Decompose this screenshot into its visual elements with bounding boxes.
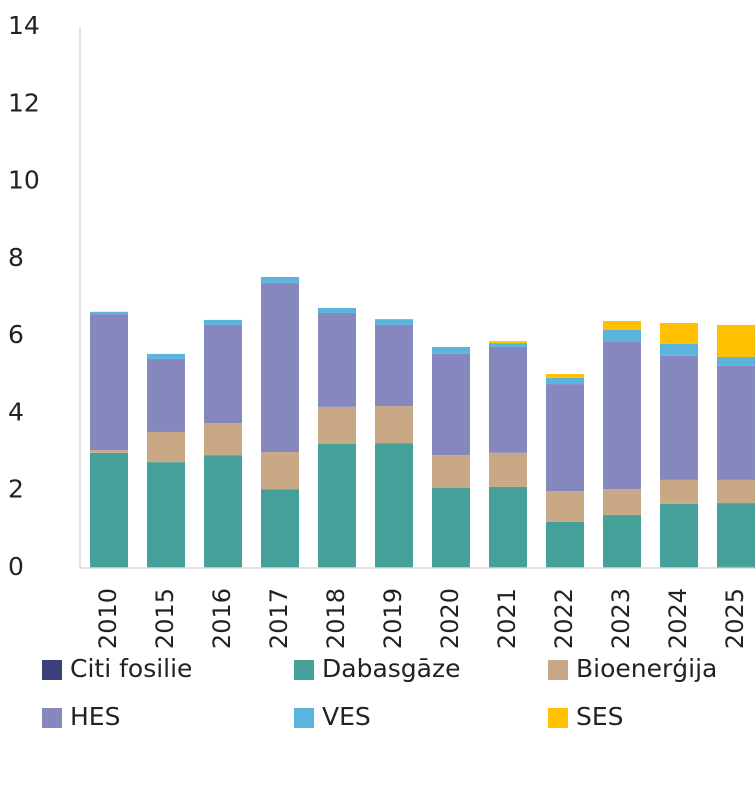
bar-segment bbox=[603, 329, 641, 342]
bar-segment bbox=[318, 406, 356, 444]
legend-swatch bbox=[548, 708, 568, 728]
bar-segment bbox=[603, 515, 641, 568]
bar-segment bbox=[432, 488, 470, 568]
bar-segment bbox=[489, 452, 527, 487]
bar-segment bbox=[717, 503, 755, 567]
y-tick-label: 6 bbox=[8, 320, 24, 349]
legend-label: Dabasgāze bbox=[322, 654, 460, 683]
bar-segment bbox=[717, 324, 755, 358]
bar-segment bbox=[261, 277, 299, 283]
x-tick-label: 2025 bbox=[721, 588, 749, 649]
legend-label: HES bbox=[70, 702, 120, 731]
bar-segment bbox=[90, 311, 128, 315]
bar-segment bbox=[90, 314, 128, 451]
bar-segment bbox=[375, 443, 413, 568]
bar-segment bbox=[546, 374, 584, 378]
x-tick-label: 2019 bbox=[379, 588, 407, 649]
bar-segment bbox=[489, 341, 527, 344]
bar-segment bbox=[375, 406, 413, 444]
y-tick-label: 2 bbox=[8, 475, 24, 504]
y-tick-label: 14 bbox=[8, 11, 40, 40]
bar-segment bbox=[717, 365, 755, 480]
bar-segment bbox=[318, 443, 356, 568]
bar-segment bbox=[660, 343, 698, 356]
bar-segment bbox=[261, 452, 299, 490]
x-tick-label: 2018 bbox=[322, 588, 350, 649]
legend-swatch bbox=[548, 660, 568, 680]
x-tick-label: 2010 bbox=[94, 588, 122, 649]
bar-segment bbox=[489, 343, 527, 347]
bar-segment bbox=[546, 377, 584, 385]
bar-segment bbox=[147, 462, 185, 568]
bar-segment bbox=[204, 324, 242, 424]
x-tick-label: 2021 bbox=[493, 588, 521, 649]
bar-segment bbox=[432, 346, 470, 354]
bar-segment bbox=[147, 431, 185, 463]
bar-segment bbox=[375, 324, 413, 407]
y-tick-label: 4 bbox=[8, 397, 24, 426]
bar-segment bbox=[90, 452, 128, 568]
bar-segment bbox=[432, 353, 470, 456]
bar-segment bbox=[147, 353, 185, 359]
bar-segment bbox=[204, 423, 242, 456]
legend-swatch bbox=[294, 708, 314, 728]
legend-label: SES bbox=[576, 702, 624, 731]
bar-segment bbox=[660, 503, 698, 568]
y-tick-label: 0 bbox=[8, 552, 24, 581]
legend-label: VES bbox=[322, 702, 371, 731]
y-tick-label: 8 bbox=[8, 243, 24, 272]
legend-label: Bioenerģija bbox=[576, 654, 717, 683]
bar-segment bbox=[261, 489, 299, 568]
legend-swatch bbox=[294, 660, 314, 680]
bar-segment bbox=[717, 479, 755, 504]
bar-segment bbox=[717, 357, 755, 366]
y-tick-label: 12 bbox=[8, 88, 40, 117]
bar-segment bbox=[546, 522, 584, 568]
bar-segment bbox=[261, 282, 299, 453]
bar-segment bbox=[204, 455, 242, 568]
bar-segment bbox=[204, 319, 242, 325]
legend-swatch bbox=[42, 660, 62, 680]
legend-swatch bbox=[42, 708, 62, 728]
bar-segment bbox=[90, 450, 128, 453]
legend-label: Citi fosilie bbox=[70, 654, 192, 683]
x-tick-label: 2015 bbox=[151, 588, 179, 649]
bar-segment bbox=[489, 486, 527, 568]
x-tick-label: 2020 bbox=[436, 588, 464, 649]
x-tick-label: 2017 bbox=[265, 588, 293, 649]
bar-segment bbox=[660, 479, 698, 504]
bar-segment bbox=[318, 307, 356, 313]
x-tick-label: 2022 bbox=[550, 588, 578, 649]
bar-segment bbox=[432, 455, 470, 489]
bar-segment bbox=[603, 489, 641, 516]
bar-segment bbox=[318, 312, 356, 407]
x-tick-label: 2016 bbox=[208, 588, 236, 649]
x-tick-label: 2024 bbox=[664, 588, 692, 649]
bar-segment bbox=[546, 491, 584, 523]
bar-segment bbox=[489, 346, 527, 453]
bar-segment bbox=[603, 341, 641, 490]
y-tick-label: 10 bbox=[8, 166, 40, 195]
bar-segment bbox=[375, 319, 413, 325]
bar-segment bbox=[660, 355, 698, 480]
bar-segment bbox=[546, 384, 584, 492]
x-tick-label: 2023 bbox=[607, 588, 635, 649]
bar-segment bbox=[147, 358, 185, 432]
bar-segment bbox=[660, 323, 698, 344]
bar-segment bbox=[603, 321, 641, 330]
